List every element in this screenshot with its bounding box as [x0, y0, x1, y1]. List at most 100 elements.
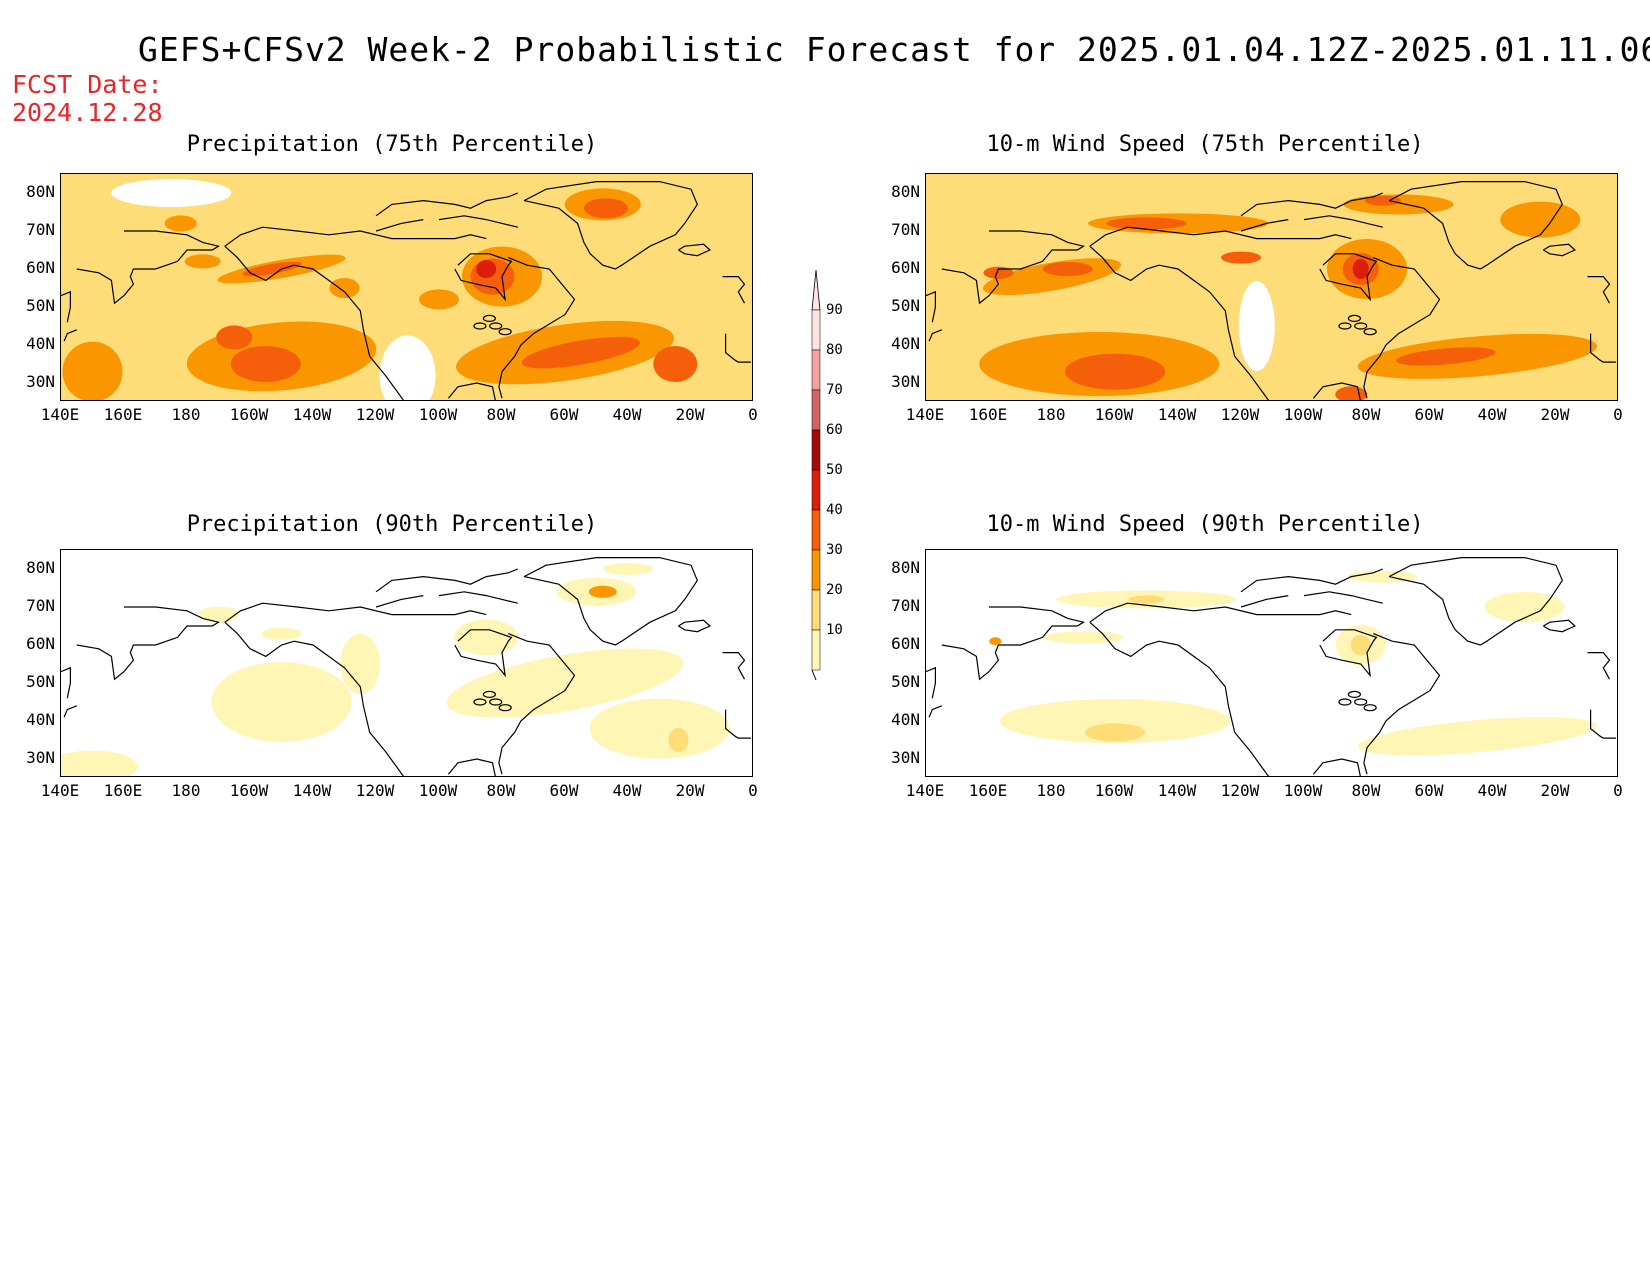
colorbar-label: 90	[826, 302, 843, 318]
coastline	[438, 591, 518, 604]
colorbar-swatch	[811, 509, 821, 551]
longitude-tick-label: 20W	[1540, 405, 1570, 424]
coastline	[63, 705, 78, 718]
coastline	[523, 556, 698, 646]
latitude-tick-label: 50N	[26, 296, 55, 315]
map-canvas	[926, 550, 1617, 776]
longitude-tick-label: 60W	[549, 405, 579, 424]
longitude-tick-label: 100W	[418, 405, 458, 424]
longitude-tick-label: 160W	[1094, 405, 1134, 424]
probability-contour	[1042, 262, 1093, 276]
coastline	[224, 226, 487, 247]
longitude-tick-label: 120W	[1220, 405, 1260, 424]
longitude-tick-label: 20W	[675, 781, 705, 800]
longitude-tick-label: 140W	[1157, 781, 1197, 800]
probability-contour	[329, 278, 360, 298]
probability-contour	[1484, 592, 1565, 622]
probability-contour	[521, 336, 640, 369]
coastline	[928, 705, 943, 718]
latitude-tick-label: 30N	[891, 748, 920, 767]
longitude-tick-label: 0	[1613, 405, 1623, 424]
probability-contour	[1085, 723, 1145, 742]
colorbar-swatch	[811, 309, 821, 351]
coastline	[926, 666, 936, 699]
longitude-tick-label: 160E	[103, 405, 143, 424]
probability-contour	[1128, 595, 1165, 604]
panel-title-wind-90: 10-m Wind Speed (90th Percentile)	[986, 512, 1424, 537]
latitude-tick-label: 30N	[26, 748, 55, 767]
longitude-tick-label: 20W	[675, 405, 705, 424]
probability-contour	[340, 634, 381, 694]
probability-contour	[1065, 353, 1165, 390]
map-panel-wind-75	[925, 173, 1618, 401]
probability-contour	[211, 662, 352, 742]
colorbar-label: 40	[826, 502, 843, 518]
coastline	[1303, 215, 1383, 228]
longitude-tick-label: 100W	[418, 781, 458, 800]
low-probability-area	[1238, 281, 1275, 371]
longitude-tick-label: 0	[748, 781, 758, 800]
longitude-tick-label: 160W	[229, 781, 269, 800]
map-canvas	[926, 174, 1617, 400]
great-lake	[482, 690, 496, 698]
longitude-tick-label: 0	[748, 405, 758, 424]
probability-contour	[1221, 251, 1261, 264]
coastline	[1363, 633, 1441, 775]
colorbar	[811, 270, 821, 680]
colorbar-cap	[811, 669, 817, 680]
probability-contour	[419, 289, 459, 310]
longitude-tick-label: 120W	[1220, 781, 1260, 800]
probability-contour	[446, 648, 684, 718]
coastline	[1363, 257, 1441, 399]
coastline	[1312, 758, 1361, 776]
longitude-tick-label: 160E	[103, 781, 143, 800]
longitude-tick-label: 140W	[292, 405, 332, 424]
coastline	[678, 619, 711, 633]
great-lake	[473, 698, 487, 706]
colorbar-label: 60	[826, 422, 843, 438]
probability-contour	[583, 198, 628, 219]
coastline	[454, 629, 513, 678]
probability-contour	[1000, 699, 1230, 743]
latitude-tick-label: 30N	[891, 372, 920, 391]
great-lake	[498, 328, 512, 336]
map-canvas	[61, 550, 752, 776]
latitude-tick-label: 80N	[891, 558, 920, 577]
probability-contour	[989, 637, 1002, 646]
coastline	[1319, 629, 1378, 678]
coastline	[1319, 253, 1378, 302]
longitude-tick-label: 60W	[1414, 405, 1444, 424]
colorbar-label: 50	[826, 462, 843, 478]
coastline	[1312, 382, 1361, 400]
panel-title-wind-75: 10-m Wind Speed (75th Percentile)	[986, 132, 1424, 157]
longitude-tick-label: 60W	[1414, 781, 1444, 800]
colorbar-swatch	[811, 589, 821, 631]
probability-contour	[216, 325, 253, 350]
coastline	[375, 568, 519, 593]
longitude-tick-label: 140W	[1157, 405, 1197, 424]
colorbar-label: 80	[826, 342, 843, 358]
great-lake	[489, 698, 503, 706]
coastline	[76, 606, 221, 681]
longitude-tick-label: 40W	[1477, 781, 1507, 800]
coastline	[1240, 595, 1289, 608]
latitude-tick-label: 80N	[26, 558, 55, 577]
longitude-tick-label: 180	[171, 405, 201, 424]
coastline	[61, 290, 71, 323]
coastline	[1089, 226, 1352, 247]
coastline	[1303, 591, 1383, 604]
coastline	[1587, 275, 1611, 304]
great-lake	[1363, 704, 1377, 712]
coastline	[1543, 243, 1576, 257]
coastline	[76, 230, 221, 305]
probability-contour	[230, 346, 301, 382]
map-panel-wind-90	[925, 549, 1618, 777]
great-lake	[1347, 690, 1361, 698]
probability-contour	[1357, 717, 1597, 756]
probability-contour	[653, 346, 698, 382]
longitude-tick-label: 40W	[612, 405, 642, 424]
great-lake	[1354, 322, 1368, 330]
great-lake	[1354, 698, 1368, 706]
probability-contour	[1106, 217, 1187, 230]
longitude-tick-label: 160E	[968, 405, 1008, 424]
